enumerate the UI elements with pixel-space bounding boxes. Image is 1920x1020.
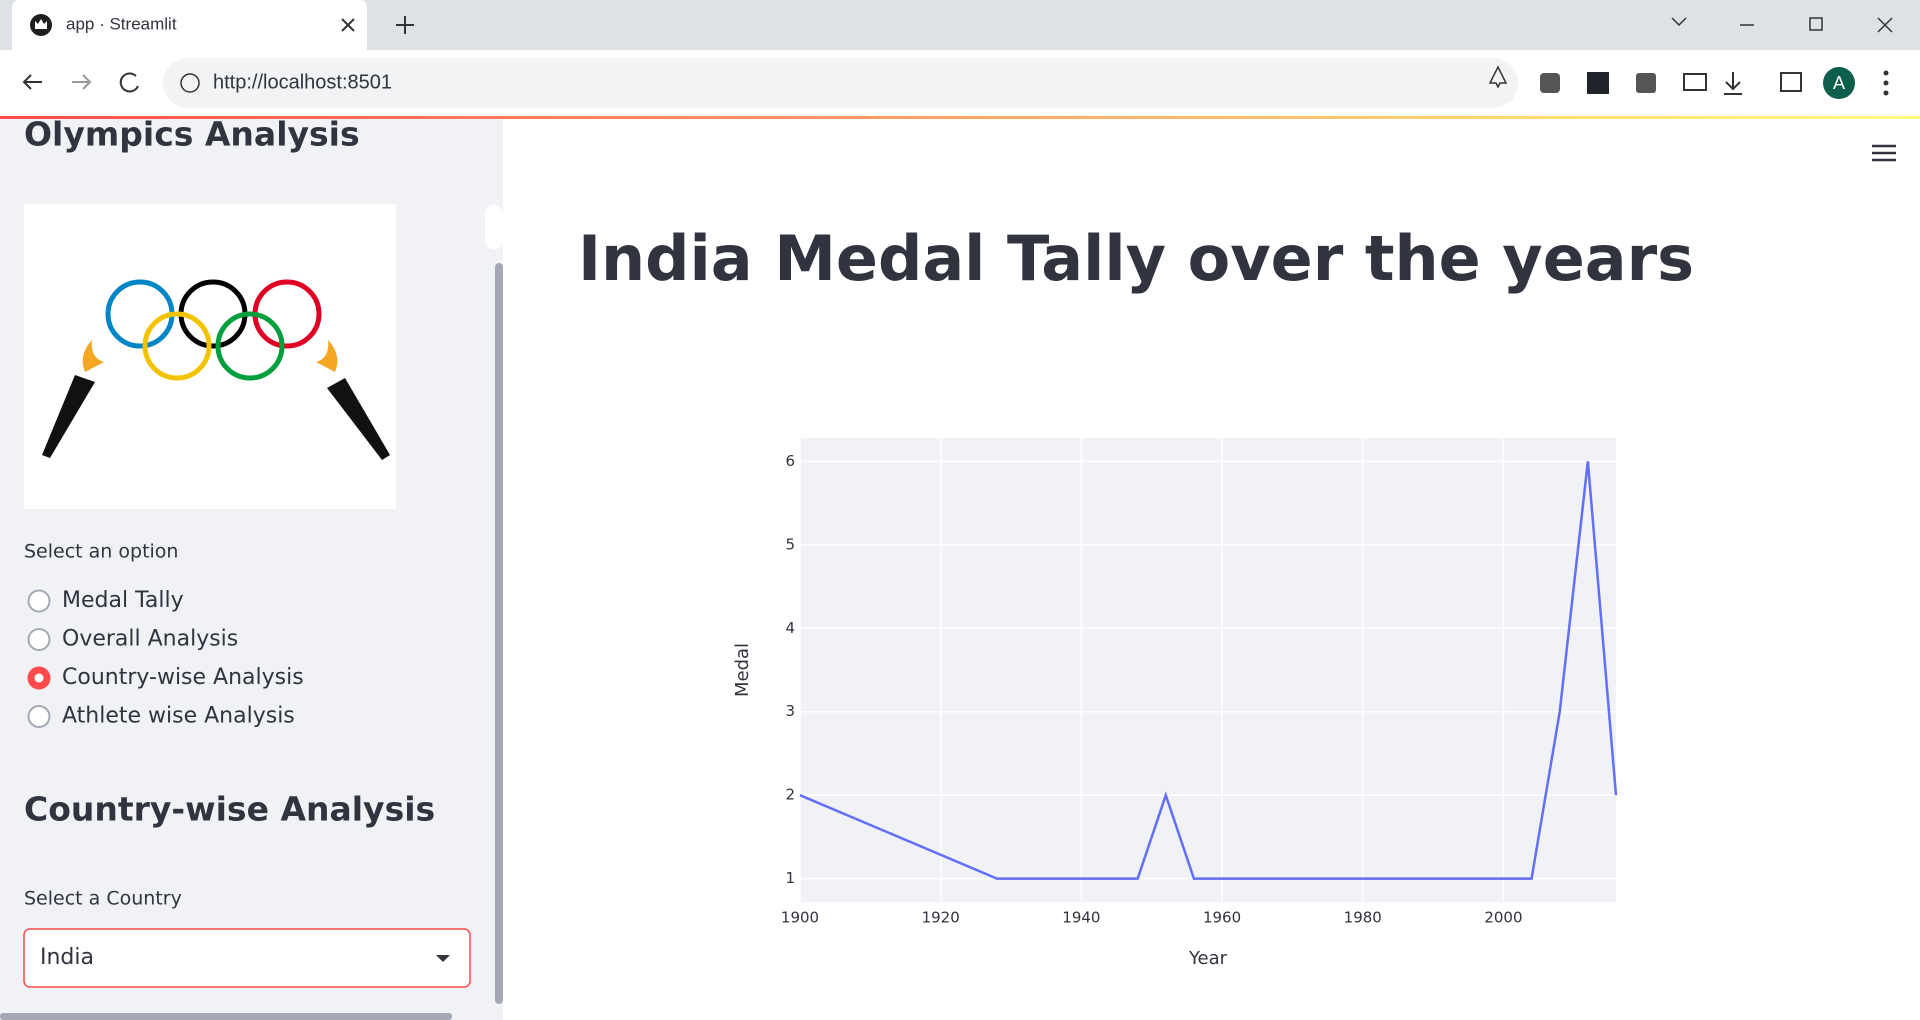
- logo-image: [24, 204, 396, 509]
- radio-dot: [34, 673, 44, 683]
- flame-right: [316, 340, 338, 372]
- y-tick-label: 5: [785, 535, 795, 553]
- y-tick-label: 2: [785, 786, 795, 804]
- radio-option[interactable]: Medal Tally: [62, 588, 184, 613]
- x-tick-label: 1900: [781, 909, 819, 927]
- menu-dot[interactable]: [1883, 80, 1889, 86]
- x-tick-label: 1920: [922, 909, 960, 927]
- section-title: Country-wise Analysis: [24, 790, 435, 829]
- extension[interactable]: [1540, 73, 1560, 93]
- olympic-rings: [105, 279, 322, 381]
- radio-button[interactable]: [27, 705, 51, 728]
- plot-area: [800, 438, 1616, 902]
- reload[interactable]: [119, 72, 139, 93]
- forward[interactable]: [72, 74, 92, 90]
- torch-right: [327, 378, 390, 460]
- x-tick-label: 1960: [1203, 909, 1241, 927]
- extensions[interactable]: [1636, 73, 1656, 93]
- x-tick-label: 2000: [1484, 909, 1522, 927]
- tab-icon-crown: [35, 19, 47, 29]
- side-panel[interactable]: [1780, 72, 1802, 92]
- new-tab[interactable]: [396, 16, 414, 34]
- y-tick-label: 6: [785, 452, 795, 470]
- tab-close[interactable]: [341, 18, 355, 32]
- select-label: Select a Country: [24, 888, 182, 910]
- x-tick-label: 1940: [1062, 909, 1100, 927]
- radio-option[interactable]: Overall Analysis: [62, 627, 238, 652]
- decoration: [0, 116, 1920, 119]
- tab[interactable]: [12, 0, 367, 50]
- menu-dot[interactable]: [1883, 90, 1889, 96]
- close-window[interactable]: [1877, 17, 1893, 33]
- h-scrollbar[interactable]: [0, 1013, 452, 1020]
- flame-left: [82, 340, 104, 372]
- media[interactable]: [1683, 73, 1707, 91]
- address-bar[interactable]: [163, 58, 1518, 108]
- y-axis-label: Medal: [732, 643, 753, 697]
- sidebar-title: Olympics Analysis: [24, 115, 360, 154]
- country-select[interactable]: [23, 928, 471, 988]
- url: http://localhost:8501: [213, 71, 392, 93]
- back[interactable]: [22, 74, 42, 90]
- collapse-handle[interactable]: [485, 205, 503, 249]
- torch-left: [42, 375, 95, 458]
- x-axis-label: Year: [1188, 948, 1228, 969]
- downloads[interactable]: [1724, 72, 1742, 95]
- y-tick-label: 3: [785, 702, 795, 720]
- radio-button[interactable]: [27, 628, 51, 651]
- scrollbar[interactable]: [495, 263, 503, 1004]
- app-menu[interactable]: [1872, 144, 1896, 162]
- extension[interactable]: [1587, 72, 1609, 94]
- avatar[interactable]: [1823, 67, 1855, 99]
- y-tick-label: 4: [785, 619, 795, 637]
- tab-title: app · Streamlit: [66, 14, 177, 33]
- data-line: [799, 461, 1618, 880]
- radio-option[interactable]: Country-wise Analysis: [62, 665, 304, 690]
- radio-option[interactable]: Athlete wise Analysis: [62, 704, 295, 729]
- radio-label: Select an option: [24, 541, 178, 563]
- y-tick-label: 1: [785, 869, 795, 887]
- select-arrow: [436, 955, 450, 962]
- tab-search[interactable]: [1671, 17, 1687, 27]
- page-title: India Medal Tally over the years: [578, 222, 1694, 295]
- bookmark[interactable]: [1488, 65, 1508, 89]
- x-tick-label: 1980: [1344, 909, 1382, 927]
- select-value: India: [40, 945, 94, 970]
- restore[interactable]: [1809, 17, 1823, 31]
- site-info[interactable]: [180, 73, 200, 93]
- menu-dot[interactable]: [1883, 70, 1889, 76]
- avatar-letter: A: [1833, 73, 1845, 93]
- radio-button[interactable]: [27, 589, 51, 613]
